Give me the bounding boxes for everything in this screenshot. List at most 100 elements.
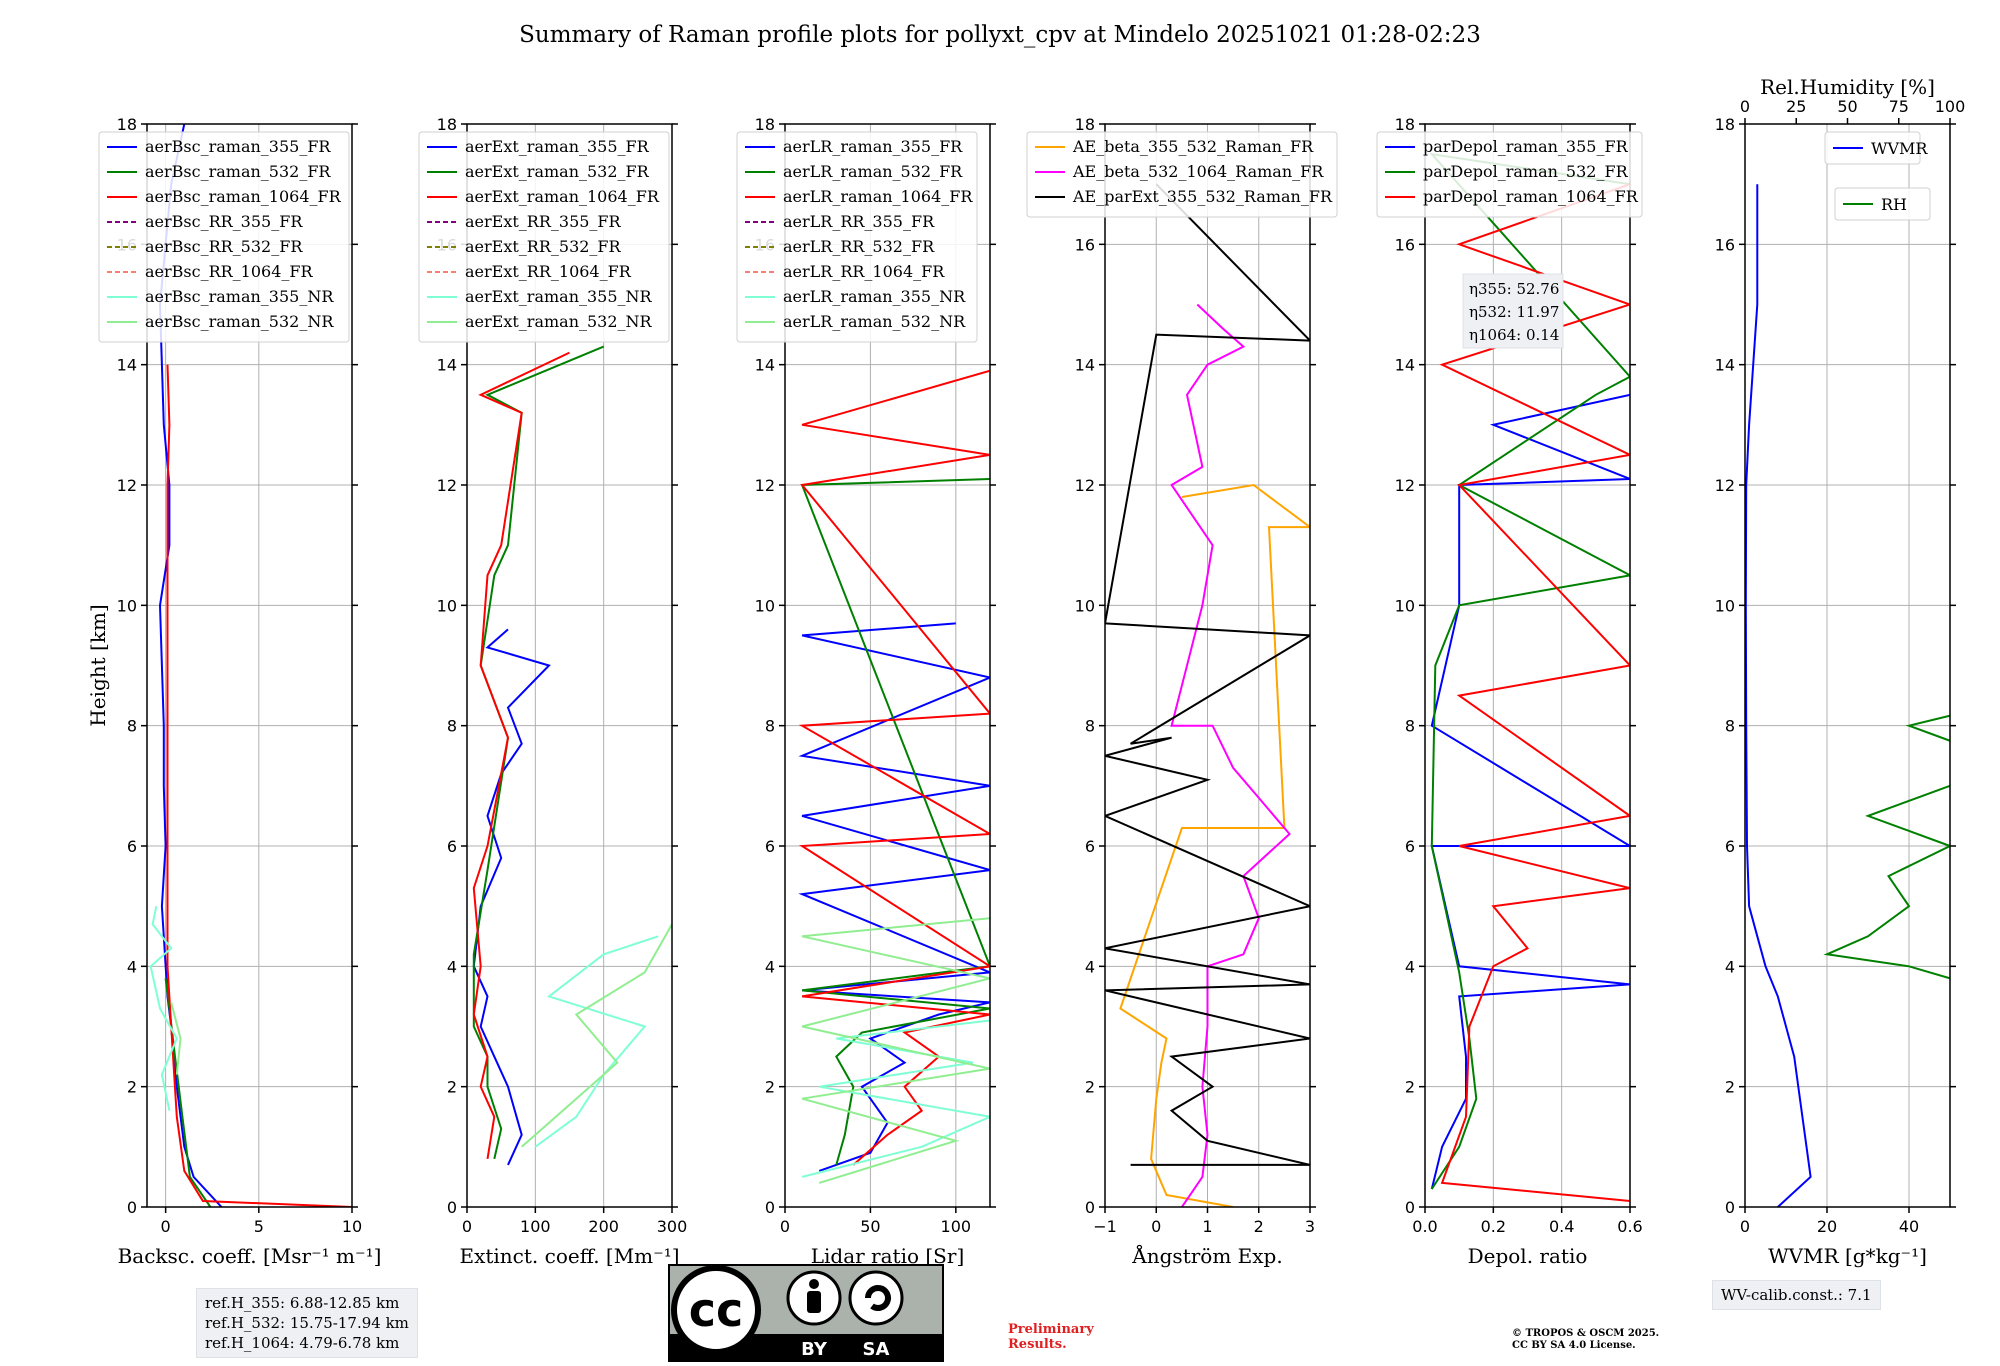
- y-tick-label: 12: [437, 476, 457, 495]
- y-tick-label: 10: [1075, 596, 1095, 615]
- cc-text: cc: [689, 1283, 744, 1337]
- y-tick-label: 8: [1725, 717, 1735, 736]
- y-tick-label: 6: [1725, 837, 1735, 856]
- y-tick-label: 18: [437, 115, 457, 134]
- x-tick-label: 100: [941, 1217, 972, 1236]
- legend-entry: aerExt_raman_532_NR: [465, 312, 653, 331]
- copyright-note: © TROPOS & OSCM 2025. CC BY SA 4.0 Licen…: [1512, 1328, 1659, 1352]
- legend-entry: aerBsc_raman_532_FR: [145, 162, 331, 181]
- x-tick-label: 40: [1899, 1217, 1919, 1236]
- x-tick-label: 0: [462, 1217, 472, 1236]
- legend-entry: aerLR_raman_532_FR: [783, 162, 963, 181]
- legend-entry: aerBsc_RR_1064_FR: [145, 262, 314, 281]
- y-tick-label: 14: [437, 356, 457, 375]
- wv-calib-text: WV-calib.const.: 7.1: [1721, 1286, 1872, 1304]
- legend-box: [98, 131, 350, 343]
- legend-box: [736, 131, 978, 343]
- legend-entry: aerBsc_raman_355_NR: [145, 287, 334, 306]
- y-tick-label: 4: [1725, 957, 1735, 976]
- panel-1: 0246810121416180510Backsc. coeff. [Msr⁻¹…: [98, 115, 381, 1268]
- x-tick-label: 0: [1740, 1217, 1750, 1236]
- legend-entry: aerExt_raman_532_FR: [465, 162, 650, 181]
- y-tick-label: 0: [447, 1198, 457, 1217]
- legend-entry: RH: [1881, 195, 1907, 214]
- legend-entry: parDepol_raman_355_FR: [1423, 137, 1629, 156]
- legend-box: [1834, 187, 1931, 221]
- series-line-aerLR_raman_532_NR: [801, 917, 990, 1184]
- y-tick-label: 4: [1405, 957, 1415, 976]
- legend-entry: parDepol_raman_1064_FR: [1423, 187, 1639, 206]
- x-tick-label: 20: [1817, 1217, 1837, 1236]
- y-tick-label: 0: [1405, 1198, 1415, 1217]
- y-tick-label: 18: [1715, 115, 1735, 134]
- y-tick-label: 6: [127, 837, 137, 856]
- y-tick-label: 6: [1405, 837, 1415, 856]
- axes-frame: [784, 123, 991, 1208]
- y-tick-label: 18: [1075, 115, 1095, 134]
- x-tick-label: 1: [1202, 1217, 1212, 1236]
- preliminary-note: Preliminary Results.: [1008, 1322, 1094, 1352]
- y-tick-label: 6: [447, 837, 457, 856]
- y-tick-label: 16: [1395, 235, 1415, 254]
- series-line-RH: [1823, 714, 1950, 980]
- legend-box: [1376, 131, 1643, 218]
- axes-frame: [146, 123, 353, 1208]
- legend-entry: aerLR_raman_1064_FR: [783, 187, 973, 206]
- y-tick-label: 0: [1085, 1198, 1095, 1217]
- y-tick-label: 0: [127, 1198, 137, 1217]
- x-axis-label: Extinct. coeff. [Mm⁻¹]: [459, 1244, 679, 1268]
- x-top-tick-label: 100: [1935, 97, 1966, 116]
- series-line-parDepol_raman_532_FR: [1429, 152, 1630, 1190]
- figure-title: Summary of Raman profile plots for polly…: [519, 22, 1481, 48]
- panel-6: 0 2 4 6 8 10 12 14 16 18 0 20 40 WVMR [g*kg⁻¹] 0 25 50 75…: [1715, 75, 1966, 1268]
- series-line-aerLR_raman_355_NR: [801, 1019, 990, 1178]
- series-line-AE_beta_532_1064_Raman_FR: [1170, 303, 1291, 1207]
- y-tick-label: 0: [765, 1198, 775, 1217]
- x-tick-label: 300: [657, 1217, 688, 1236]
- x-top-tick-label: 50: [1837, 97, 1857, 116]
- y-tick-label: 4: [765, 957, 775, 976]
- legend-entry: aerExt_raman_355_FR: [465, 137, 650, 156]
- legend-entry: aerLR_raman_355_FR: [783, 137, 963, 156]
- x-axis-label: WVMR [g*kg⁻¹]: [1768, 1244, 1927, 1268]
- ref-height-532: ref.H_532: 15.75-17.94 km: [205, 1314, 409, 1332]
- y-tick-label: 14: [1715, 356, 1735, 375]
- series-line-parDepol_raman_1064_FR: [1439, 183, 1630, 1202]
- x-tick-label: −1: [1093, 1217, 1117, 1236]
- y-tick-label: 8: [447, 717, 457, 736]
- x-tick-label: 100: [520, 1217, 551, 1236]
- x-top-tick-label: 75: [1889, 97, 1909, 116]
- x-tick-label: 5: [254, 1217, 264, 1236]
- series-line-AE_parExt_355_532_Raman_FR: [1105, 183, 1310, 1166]
- series-line-WVMR: [1745, 184, 1812, 1207]
- legend-entry: aerLR_RR_532_FR: [783, 237, 935, 256]
- series-line-aerExt_raman_1064_FR: [472, 351, 570, 1160]
- y-axis-label: Height [km]: [86, 604, 110, 726]
- legend-entry: aerBsc_RR_532_FR: [145, 237, 303, 256]
- y-tick-label: 4: [1085, 957, 1095, 976]
- legend-entry: aerExt_raman_355_NR: [465, 287, 653, 306]
- y-tick-label: 12: [1395, 476, 1415, 495]
- y-tick-label: 10: [755, 596, 775, 615]
- y-tick-label: 10: [117, 596, 137, 615]
- legend-entry: aerBsc_raman_532_NR: [145, 312, 334, 331]
- x-tick-label: 10: [342, 1217, 362, 1236]
- y-tick-label: 8: [1405, 717, 1415, 736]
- legend-entry: aerLR_raman_532_NR: [783, 312, 966, 331]
- legend-entry: aerLR_RR_355_FR: [783, 212, 935, 231]
- y-tick-label: 8: [127, 717, 137, 736]
- legend-entry: aerLR_RR_1064_FR: [783, 262, 945, 281]
- legend-entry: aerExt_RR_1064_FR: [465, 262, 632, 281]
- series-line-AE_beta_355_532_Raman_FR: [1119, 483, 1310, 1207]
- series-line-aerLR_raman_1064_FR: [798, 369, 990, 1166]
- y-tick-label: 2: [1725, 1078, 1735, 1097]
- y-tick-label: 6: [765, 837, 775, 856]
- legend-box: [1824, 131, 1921, 165]
- cc-by-text: BY: [801, 1339, 828, 1360]
- panel-2: 0246810121416180100200300Extinct. coeff.…: [418, 115, 688, 1268]
- y-tick-label: 18: [1395, 115, 1415, 134]
- y-tick-label: 14: [117, 356, 137, 375]
- y-tick-label: 6: [1085, 837, 1095, 856]
- ref-height-box: ref.H_355: 6.88-12.85 km ref.H_532: 15.7…: [196, 1288, 418, 1358]
